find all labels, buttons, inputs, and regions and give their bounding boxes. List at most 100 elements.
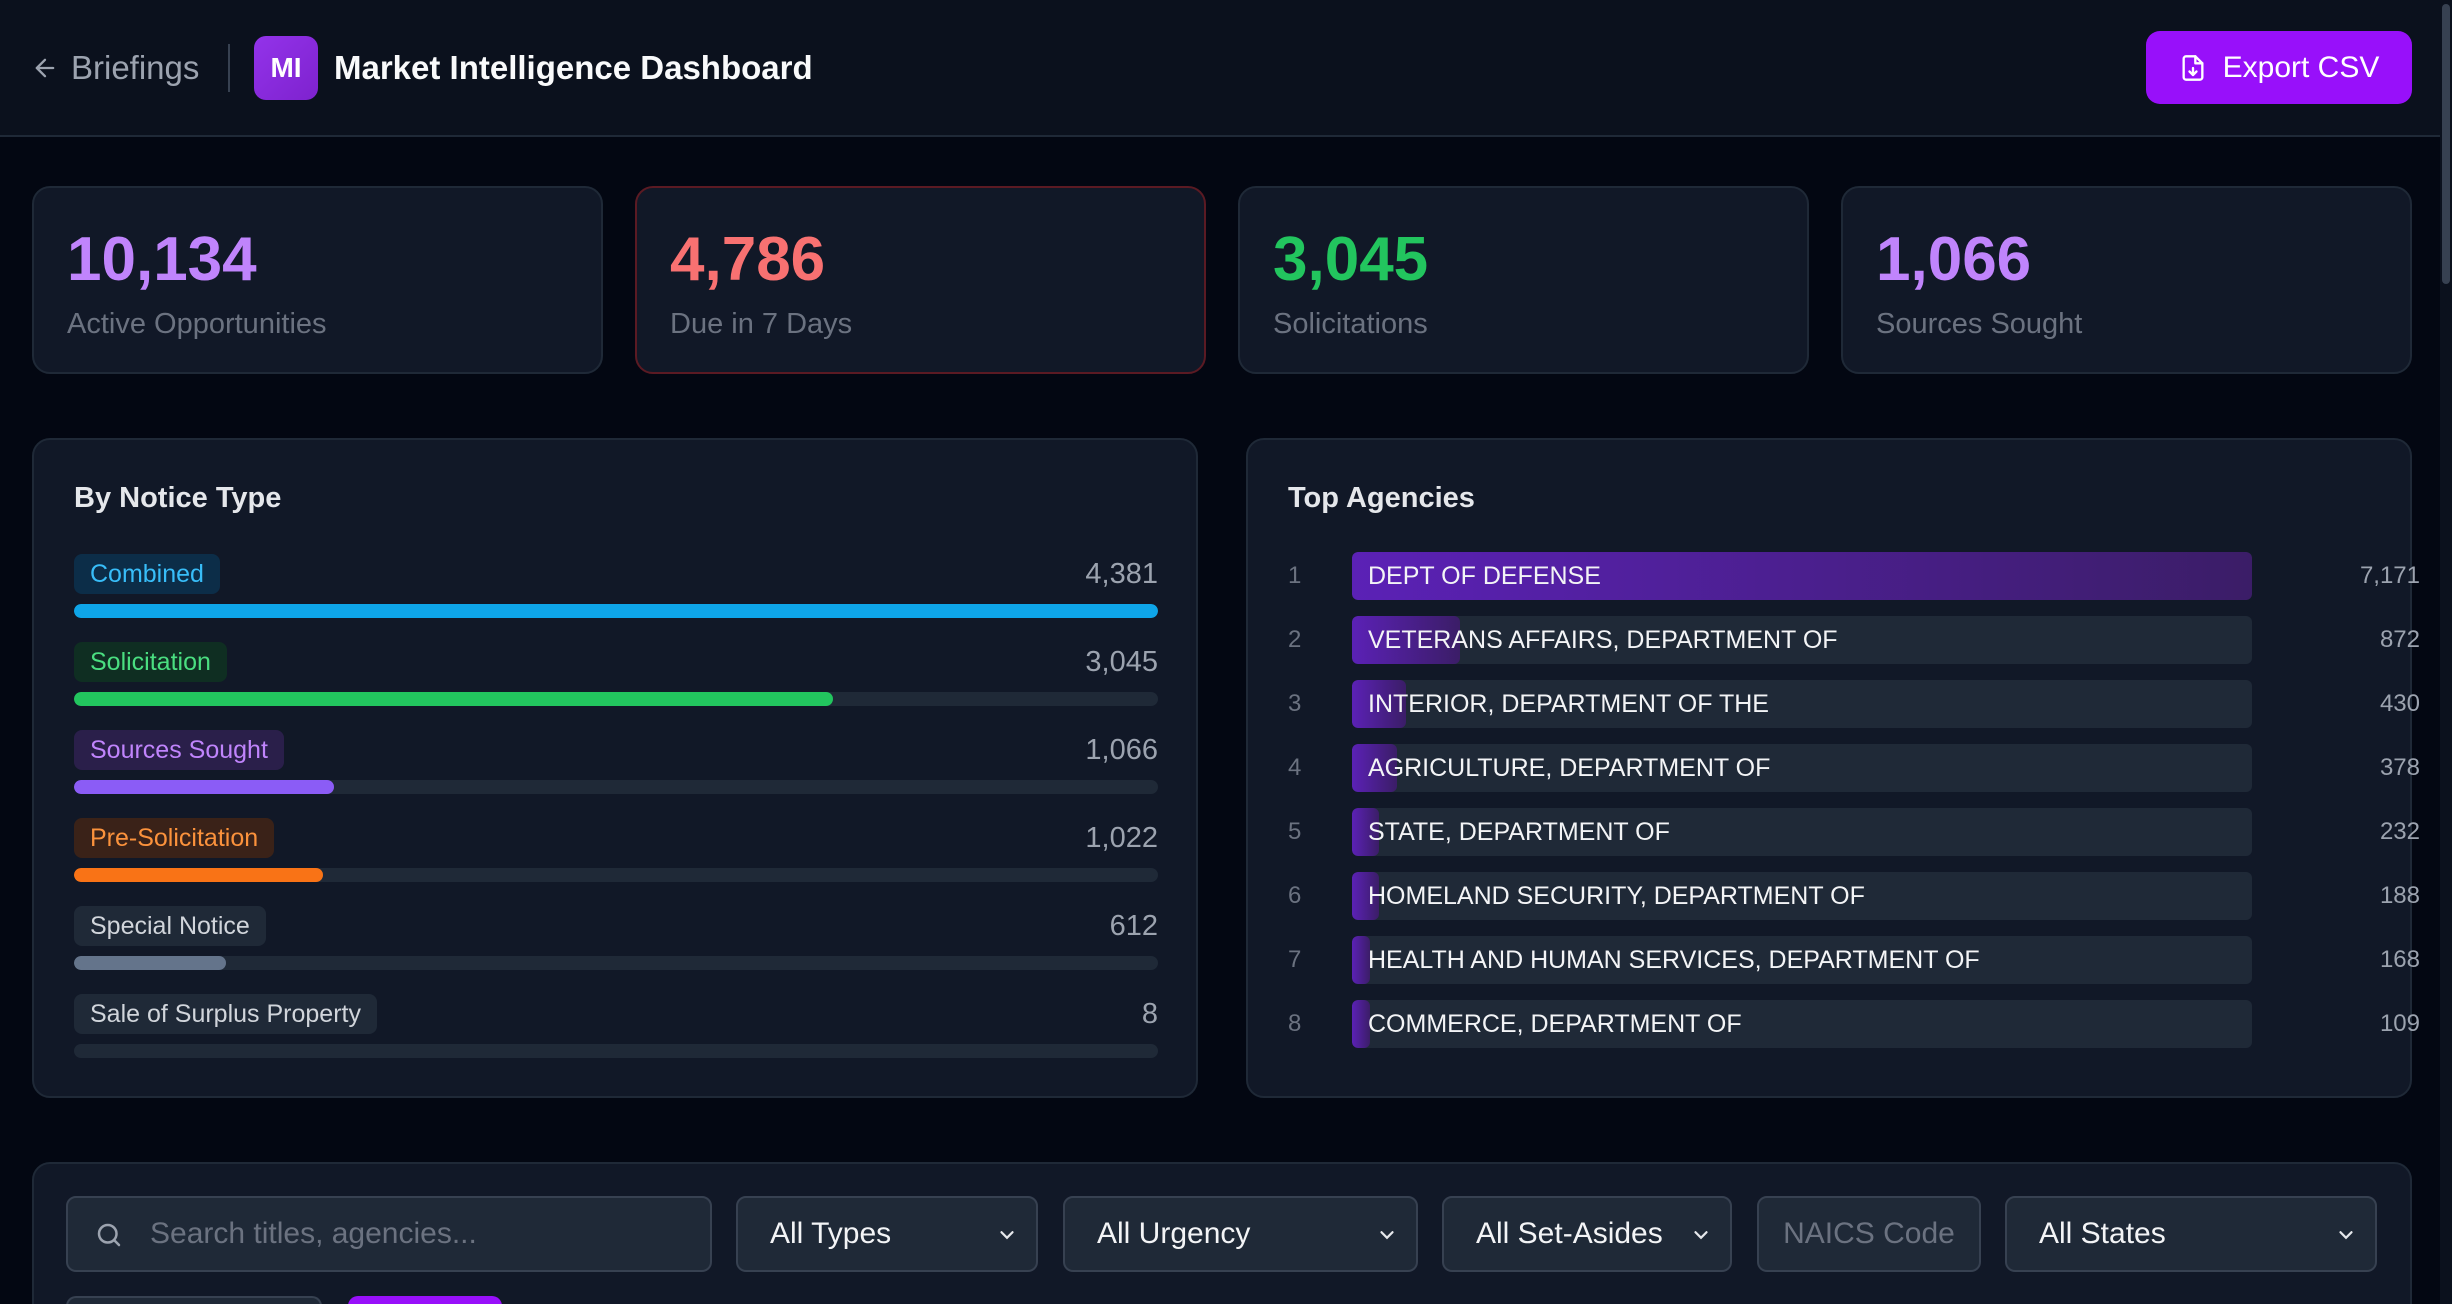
stat-card-solicitations: 3,045 Solicitations [1238,186,1809,374]
stat-card-active-opportunities: 10,134 Active Opportunities [32,186,603,374]
notice-type-count: 3,045 [1085,646,1158,678]
search-input[interactable]: Search titles, agencies... [66,1196,712,1272]
agency-count: 188 [2379,882,2420,909]
notice-type-row: Solicitation 3,045 [74,642,1158,714]
app-logo: MI [254,36,318,100]
notice-type-bar-track [74,868,1158,882]
agency-bar-fill [1352,1000,1370,1048]
chevron-down-icon [1694,1231,1708,1240]
agency-row: 4 AGRICULTURE, DEPARTMENT OF 378 [1288,744,2420,792]
naics-placeholder: NAICS Code [1783,1217,1955,1250]
top-agencies-panel: Top Agencies 1 DEPT OF DEFENSE 7,171 2 VETER… [1246,438,2420,1098]
agency-name: INTERIOR, DEPARTMENT OF THE [1368,690,1769,718]
agency-bar-fill [1352,936,1370,984]
notice-type-label: Combined [74,554,220,594]
agency-rank: 6 [1288,882,1302,909]
notice-type-row: Combined 4,381 [74,554,1158,626]
urgency-select-value: All Urgency [1097,1217,1251,1250]
naics-code-input[interactable]: NAICS Code [1757,1196,1981,1272]
agency-bar-fill [1352,808,1379,856]
agency-name: AGRICULTURE, DEPARTMENT OF [1368,754,1771,782]
agency-bar-track: HOMELAND SECURITY, DEPARTMENT OF [1352,872,2252,920]
agency-rank: 8 [1288,1010,1302,1037]
notice-type-bar-fill [74,868,324,882]
primary-filter-button[interactable] [348,1296,502,1304]
agency-count: 430 [2379,690,2420,717]
stat-value: 10,134 [67,225,257,294]
notice-type-bar-fill [74,692,833,706]
set-aside-select[interactable]: All Set-Asides [1442,1196,1732,1272]
type-select[interactable]: All Types [736,1196,1038,1272]
chevron-down-icon [2339,1231,2353,1240]
urgency-select[interactable]: All Urgency [1063,1196,1418,1272]
search-placeholder: Search titles, agencies... [150,1217,477,1250]
notice-type-label: Sale of Surplus Property [74,994,377,1034]
agency-name: HOMELAND SECURITY, DEPARTMENT OF [1368,882,1865,910]
agency-row: 1 DEPT OF DEFENSE 7,171 [1288,552,2420,600]
agency-bar-fill [1352,552,2252,600]
state-select-value: All States [2039,1217,2166,1250]
agency-name: VETERANS AFFAIRS, DEPARTMENT OF [1368,626,1838,654]
agency-row: 8 COMMERCE, DEPARTMENT OF 109 [1288,1000,2420,1048]
notice-type-bar-track [74,956,1158,970]
notice-type-label: Sources Sought [74,730,284,770]
notice-type-count: 1,066 [1085,734,1158,766]
notice-type-label: Pre-Solicitation [74,818,275,858]
agency-count: 872 [2379,626,2420,653]
agency-bar-track: HEALTH AND HUMAN SERVICES, DEPARTMENT OF [1352,936,2252,984]
notice-type-bar-track [74,780,1158,794]
notice-type-row: Sources Sought 1,066 [74,730,1158,802]
stat-label: Due in 7 Days [670,308,853,340]
stat-value: 1,066 [1876,225,2032,294]
notice-type-label: Special Notice [74,906,266,946]
secondary-filter-control[interactable] [66,1296,322,1304]
notice-type-count: 4,381 [1085,558,1158,590]
stat-value: 3,045 [1273,225,1429,294]
agency-rank: 2 [1288,626,1302,653]
agency-rank: 5 [1288,818,1302,845]
agency-bar-track: STATE, DEPARTMENT OF [1352,808,2252,856]
stat-card-due-in-7-days: 4,786 Due in 7 Days [635,186,1206,374]
stat-label: Active Opportunities [67,308,327,340]
scrollbar-thumb[interactable] [2442,4,2450,284]
agency-bar-fill [1352,872,1379,920]
chevron-down-icon [1380,1231,1394,1240]
stat-value: 4,786 [670,225,826,294]
agency-bar-track: AGRICULTURE, DEPARTMENT OF [1352,744,2252,792]
stat-card-sources-sought: 1,066 Sources Sought [1841,186,2412,374]
agency-row: 5 STATE, DEPARTMENT OF 232 [1288,808,2420,856]
notice-type-bar-track [74,1044,1158,1058]
agency-count: 109 [2379,1010,2420,1037]
back-to-briefings-link[interactable]: Briefings [31,44,199,92]
notice-type-bar-track [74,692,1158,706]
export-csv-label: Export CSV [2222,50,2380,84]
page-scrollbar[interactable] [2440,0,2452,1304]
agency-count: 7,171 [2359,562,2420,589]
notice-type-count: 8 [1141,998,1158,1030]
agency-rank: 4 [1288,754,1302,781]
type-select-value: All Types [770,1217,892,1250]
notice-type-row: Pre-Solicitation 1,022 [74,818,1158,890]
state-select[interactable]: All States [2005,1196,2377,1272]
agency-bar-track: VETERANS AFFAIRS, DEPARTMENT OF [1352,616,2252,664]
file-download-icon [2182,54,2204,81]
agency-row: 6 HOMELAND SECURITY, DEPARTMENT OF 188 [1288,872,2420,920]
notice-type-row: Special Notice 612 [74,906,1158,978]
export-csv-button[interactable]: Export CSV [2146,31,2412,104]
stat-label: Sources Sought [1876,308,2083,340]
agency-count: 232 [2379,818,2420,845]
agency-count: 378 [2379,754,2420,781]
agency-row: 3 INTERIOR, DEPARTMENT OF THE 430 [1288,680,2420,728]
search-icon [97,1223,121,1247]
agency-name: HEALTH AND HUMAN SERVICES, DEPARTMENT OF [1368,946,1980,974]
notice-type-title: By Notice Type [74,482,282,514]
notice-type-count: 612 [1109,910,1158,942]
top-header: Briefings MI Market Intelligence Dashboa… [0,0,2452,137]
agency-rank: 1 [1288,562,1302,589]
notice-type-panel: By Notice Type Combined 4,381 Solicitation… [32,438,1198,1098]
top-agencies-title: Top Agencies [1288,482,1475,514]
agency-bar-fill [1352,744,1397,792]
header-divider [228,44,230,92]
agency-rank: 7 [1288,946,1302,973]
notice-type-bar-fill [74,604,1158,618]
